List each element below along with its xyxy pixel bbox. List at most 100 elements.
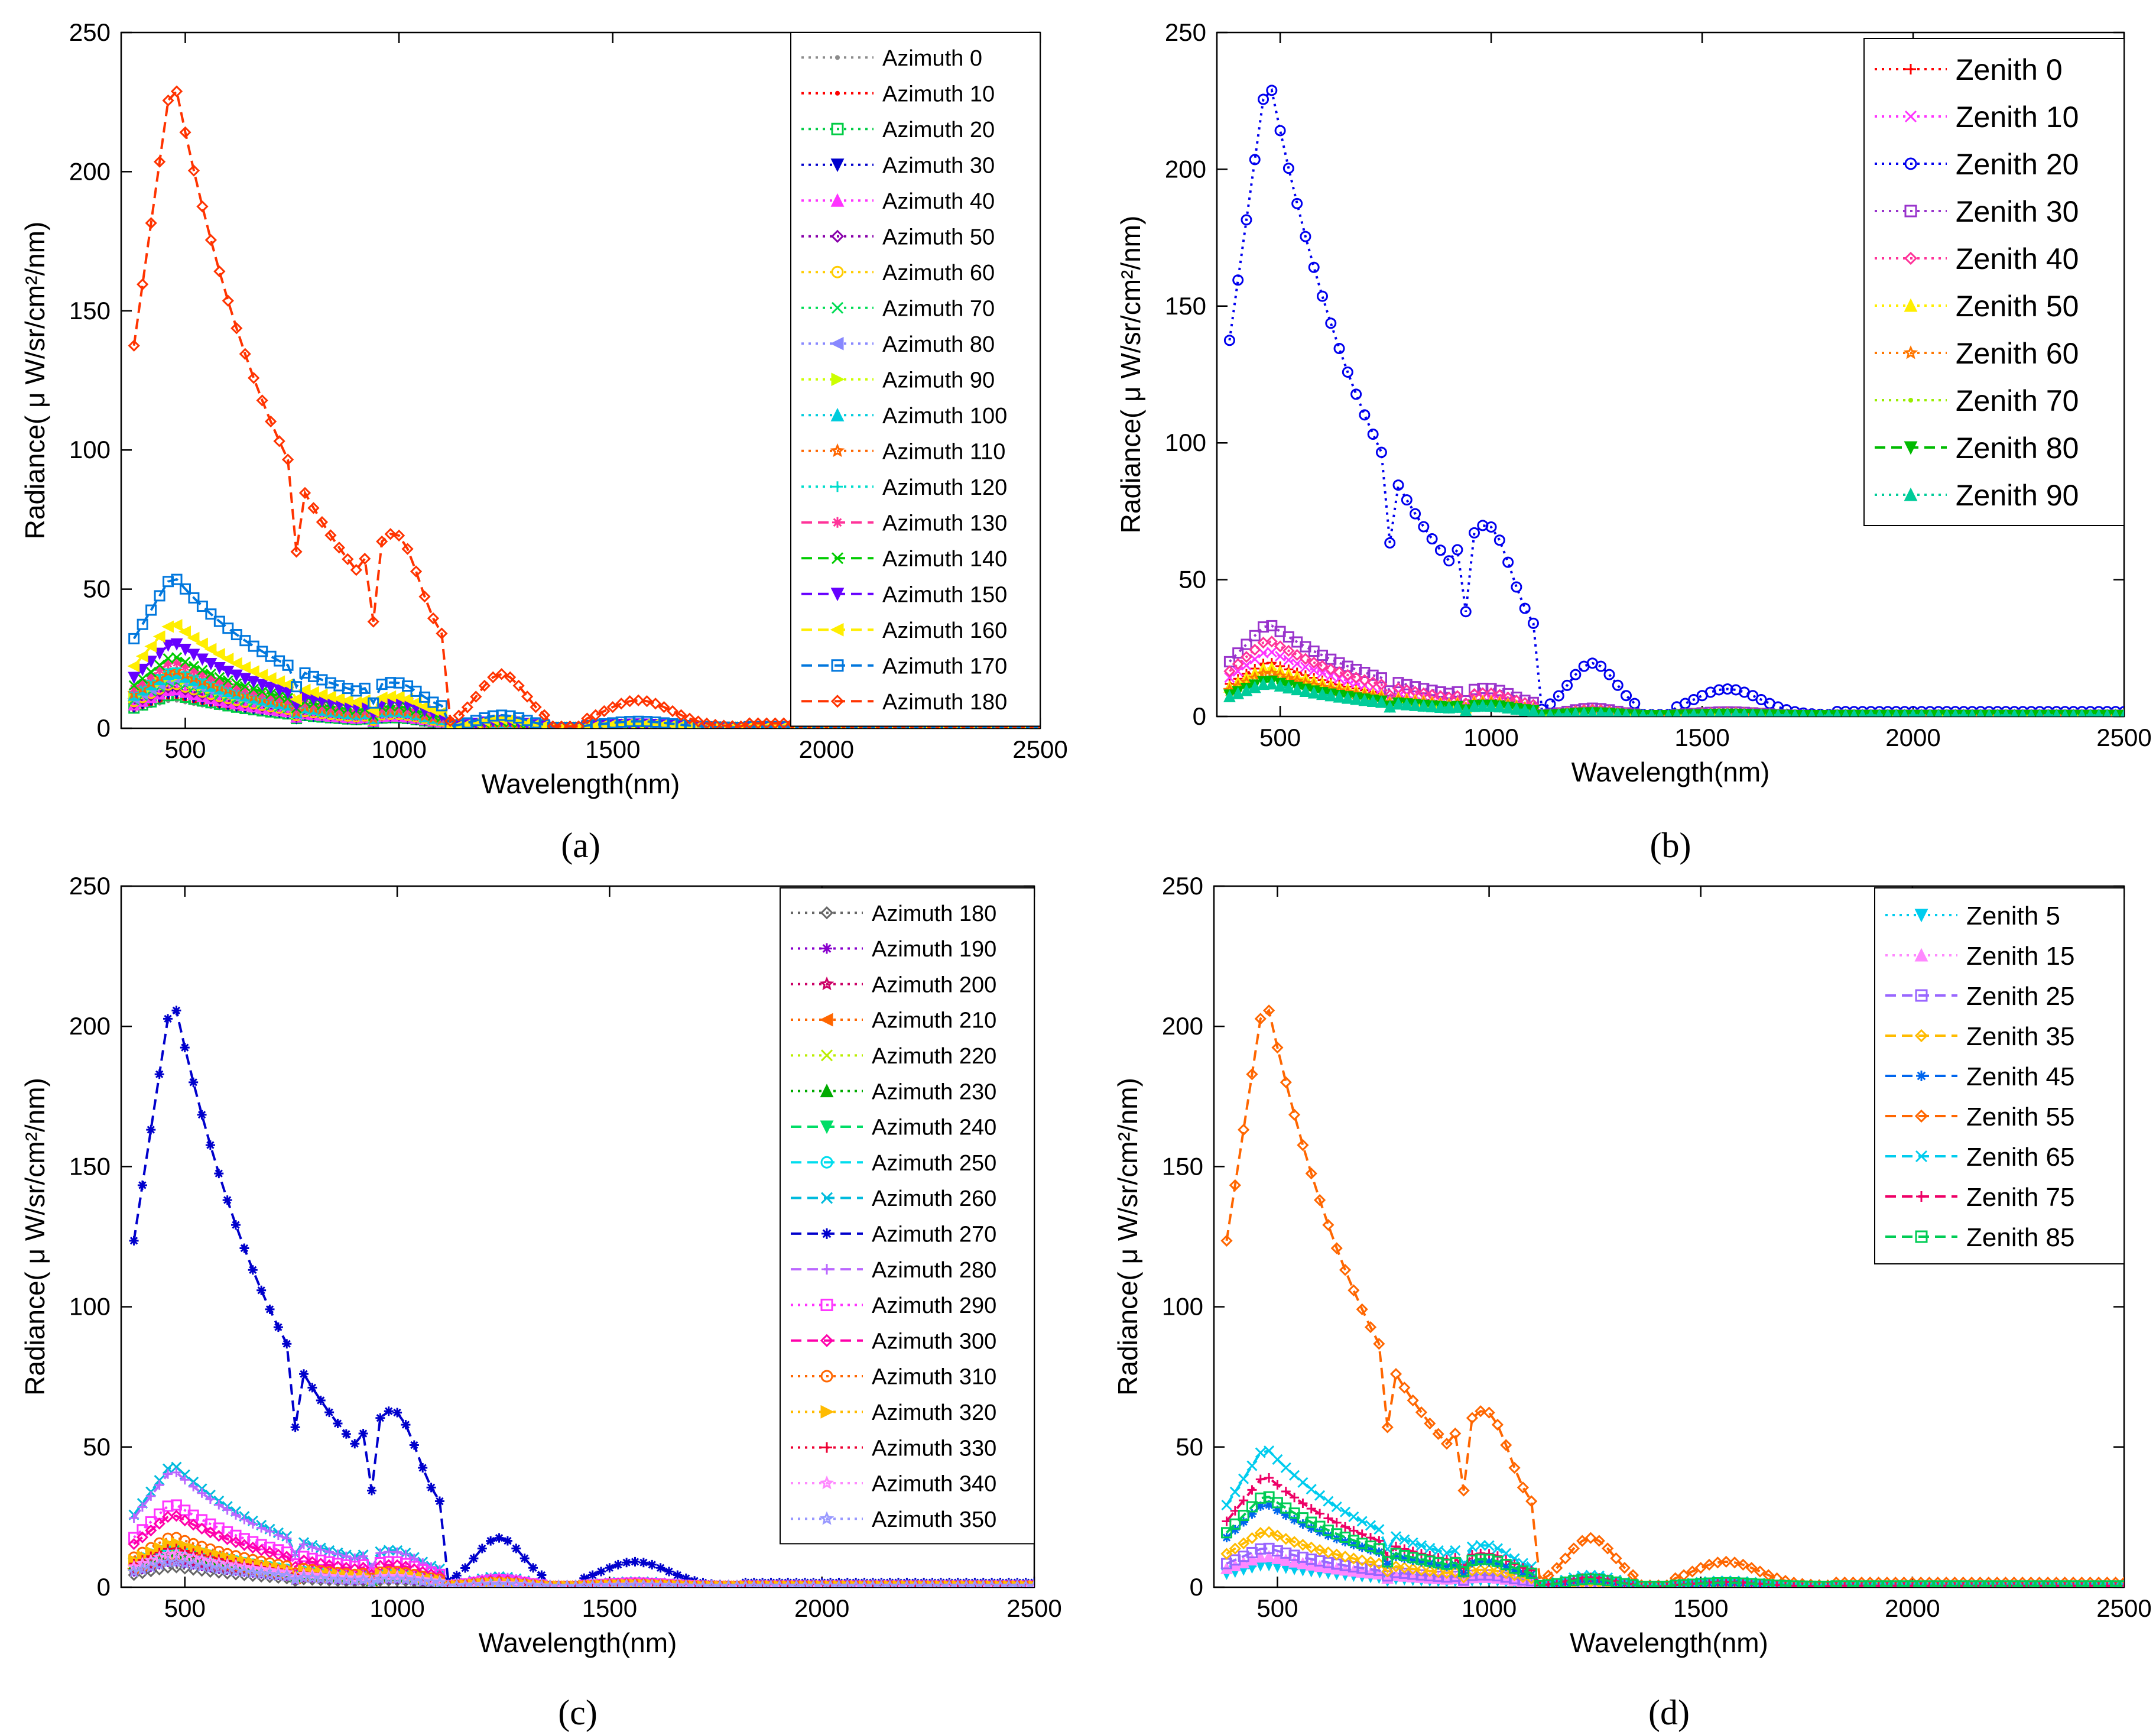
legend-label: Zenith 75 (1966, 1183, 2074, 1212)
legend-item: Azimuth 50 (801, 225, 995, 249)
legend-label: Azimuth 310 (872, 1365, 996, 1390)
legend-item: Azimuth 240 (791, 1115, 996, 1140)
legend-item: Zenith 80 (1875, 432, 2079, 465)
legend-label: Azimuth 100 (882, 404, 1007, 429)
legend-label: Zenith 40 (1956, 242, 2079, 275)
y-tick-label: 100 (1162, 1293, 1203, 1321)
legend-item: Azimuth 190 (791, 937, 996, 962)
y-axis-label: Radiance( μ W/sr/cm²/nm) (1112, 1078, 1143, 1396)
series-line (1226, 1496, 2124, 1587)
y-tick-label: 50 (1178, 566, 1206, 594)
y-tick-label: 0 (1193, 702, 1206, 730)
legend-label: Azimuth 340 (872, 1472, 996, 1497)
x-axis-label: Wavelength(nm) (482, 768, 680, 799)
legend-label: Azimuth 320 (872, 1400, 996, 1425)
legend-label: Azimuth 330 (872, 1436, 996, 1461)
x-tick-label: 1500 (1673, 1594, 1728, 1622)
legend-label: Azimuth 20 (882, 118, 995, 142)
x-tick-label: 2500 (2096, 724, 2151, 751)
chart-d-svg: 500 1000 1500 2000 2500 0 50 100 150 200 250 Wavele… (1112, 872, 2152, 1732)
legend-label: Zenith 70 (1956, 384, 2079, 417)
legend-item: Azimuth 340 (791, 1472, 996, 1497)
legend-item: Zenith 30 (1875, 195, 2079, 228)
y-axis-label: Radiance( μ W/sr/cm²/nm) (20, 1078, 50, 1396)
legend-label: Azimuth 300 (872, 1329, 996, 1354)
x-tick-label: 1500 (582, 1594, 637, 1622)
legend-item: Azimuth 270 (791, 1222, 996, 1247)
legend-label: Azimuth 10 (882, 82, 995, 106)
chart-panel-a: 500 1000 1500 2000 2500 0 50 100 150 200 250 Wavele… (0, 0, 1078, 867)
panel-label: (b) (1650, 826, 1691, 865)
x-tick-label: 500 (164, 735, 206, 763)
y-axis-label: Radiance( μ W/sr/cm²/nm) (20, 222, 50, 540)
x-tick-label: 500 (1256, 1594, 1298, 1622)
series-line (133, 1503, 1034, 1587)
legend-item: Zenith 75 (1885, 1183, 2074, 1212)
legend-label: Azimuth 230 (872, 1079, 996, 1104)
legend-item: Zenith 55 (1885, 1102, 2074, 1131)
legend-item: Azimuth 60 (801, 261, 995, 286)
x-tick-label: 2500 (1012, 735, 1067, 763)
legend-label: Azimuth 250 (872, 1151, 996, 1176)
legend-item: Azimuth 90 (801, 368, 995, 393)
legend-item: Azimuth 290 (791, 1293, 996, 1318)
legend-label: Azimuth 180 (872, 901, 996, 926)
chart-b-svg: 500 1000 1500 2000 2500 0 50 100 150 200 250 Wavele… (1115, 18, 2152, 865)
legend-item: Zenith 35 (1885, 1022, 2074, 1051)
y-tick-label: 150 (69, 297, 111, 325)
legend-label: Zenith 25 (1966, 982, 2074, 1011)
x-axis-label: Wavelength(nm) (1571, 757, 1770, 787)
x-tick-label: 1000 (1462, 1594, 1517, 1622)
y-axis-label: Radiance( μ W/sr/cm²/nm) (1115, 216, 1146, 534)
panel-label: (a) (561, 826, 600, 865)
legend-item: Azimuth 10 (801, 82, 995, 106)
y-tick-label: 200 (69, 157, 111, 185)
legend-item: Zenith 20 (1875, 148, 2079, 181)
legend-item: Azimuth 140 (801, 547, 1007, 572)
legend-item: Azimuth 170 (801, 654, 1007, 679)
legend-label: Zenith 30 (1956, 195, 2079, 228)
legend-item: Azimuth 40 (801, 189, 995, 214)
y-tick-label: 0 (97, 1573, 111, 1601)
legend: Zenith 5 Zenith 15 Zenith 25 Zenith 35 Zenit… (1874, 887, 2125, 1264)
x-tick-label: 500 (1259, 724, 1301, 751)
legend-label: Azimuth 160 (882, 618, 1007, 643)
legend-item: Zenith 65 (1885, 1143, 2074, 1172)
legend-label: Azimuth 180 (882, 690, 1007, 715)
legend-label: Azimuth 60 (882, 261, 995, 286)
legend-label: Azimuth 140 (882, 547, 1007, 572)
y-tick-label: 0 (1190, 1573, 1203, 1601)
legend-item: Azimuth 180 (801, 690, 1007, 715)
legend-label: Azimuth 70 (882, 296, 995, 321)
chart-c-svg: 500 1000 1500 2000 2500 0 50 100 150 200 250 Wavele… (20, 872, 1062, 1732)
legend-label: Zenith 10 (1956, 100, 2079, 134)
legend-label: Azimuth 30 (882, 153, 995, 178)
legend-label: Azimuth 90 (882, 368, 995, 393)
legend-item: Azimuth 230 (791, 1079, 996, 1104)
legend-label: Azimuth 210 (872, 1008, 996, 1033)
y-tick-label: 50 (83, 575, 111, 603)
x-tick-label: 2000 (799, 735, 854, 763)
legend-label: Zenith 60 (1956, 337, 2079, 370)
y-tick-label: 50 (1176, 1433, 1203, 1461)
legend-label: Azimuth 290 (872, 1293, 996, 1318)
y-tick-label: 250 (69, 872, 111, 900)
series-zenith-85 (1220, 1491, 2124, 1587)
legend-item: Azimuth 180 (791, 901, 996, 926)
legend-label: Zenith 55 (1966, 1102, 2074, 1131)
y-tick-label: 0 (97, 714, 111, 742)
legend-item: Zenith 90 (1875, 479, 2079, 512)
legend-label: Azimuth 280 (872, 1258, 996, 1283)
legend-label: Azimuth 190 (872, 937, 996, 962)
x-tick-label: 1000 (1463, 724, 1518, 751)
series-line (1229, 651, 2124, 716)
y-tick-label: 100 (1165, 429, 1206, 456)
x-tick-label: 500 (164, 1594, 206, 1622)
legend-label: Azimuth 220 (872, 1044, 996, 1069)
legend-item: Azimuth 160 (801, 618, 1007, 643)
legend-item: Azimuth 350 (791, 1507, 996, 1532)
legend-item: Azimuth 220 (791, 1044, 996, 1069)
series-azimuth-350 (127, 1555, 1034, 1587)
legend-item: Zenith 70 (1875, 384, 2079, 417)
legend-label: Azimuth 270 (872, 1222, 996, 1247)
